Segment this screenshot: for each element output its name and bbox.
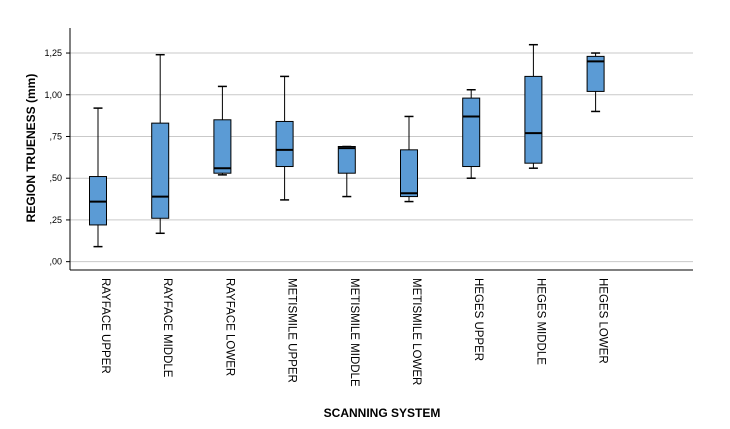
box-group [337,145,356,198]
box-group [213,85,232,176]
x-category-label: METISMILE UPPER [286,278,298,383]
boxes [89,43,605,248]
box-iqr [213,119,232,174]
x-category-label: RAYFACE MIDDLE [161,278,173,378]
box-iqr [337,145,356,174]
box-group [462,89,481,179]
x-axis-title: SCANNING SYSTEM [324,406,441,420]
x-category-label: HEGES UPPER [472,278,484,361]
x-category-label: HEGES LOWER [597,278,609,364]
x-category-label: METISMILE LOWER [410,278,422,385]
box-iqr [462,97,481,168]
x-category-label: RAYFACE UPPER [99,278,111,374]
gridlines [70,52,693,263]
box-iqr [275,120,294,168]
x-category-label: METISMILE MIDDLE [348,278,360,387]
box-group [275,75,294,201]
y-tick-label: ,50 [49,173,62,183]
y-tick-label: 1,25 [44,48,62,58]
box-iqr [151,122,170,219]
box-group [586,52,605,113]
box-group [524,43,543,169]
box-group [89,107,107,248]
box-iqr [524,75,543,164]
box-iqr [586,55,605,92]
y-tick-label: 1,00 [44,90,62,100]
x-category-label: HEGES MIDDLE [534,278,546,365]
axes [66,28,693,271]
labels: ,00 ,25 ,50 ,75 1,00 1,25 RAYFACE UPPER RAYFACE… [44,48,608,387]
y-tick-label: ,75 [49,131,62,141]
y-tick-label: ,00 [49,257,62,267]
x-category-label: RAYFACE LOWER [223,278,235,376]
y-tick-label: ,25 [49,215,62,225]
box-iqr [400,149,418,198]
box-group [151,53,170,235]
box-group [400,115,418,203]
y-axis-title: REGION TRUENESS (mm) [24,74,38,223]
